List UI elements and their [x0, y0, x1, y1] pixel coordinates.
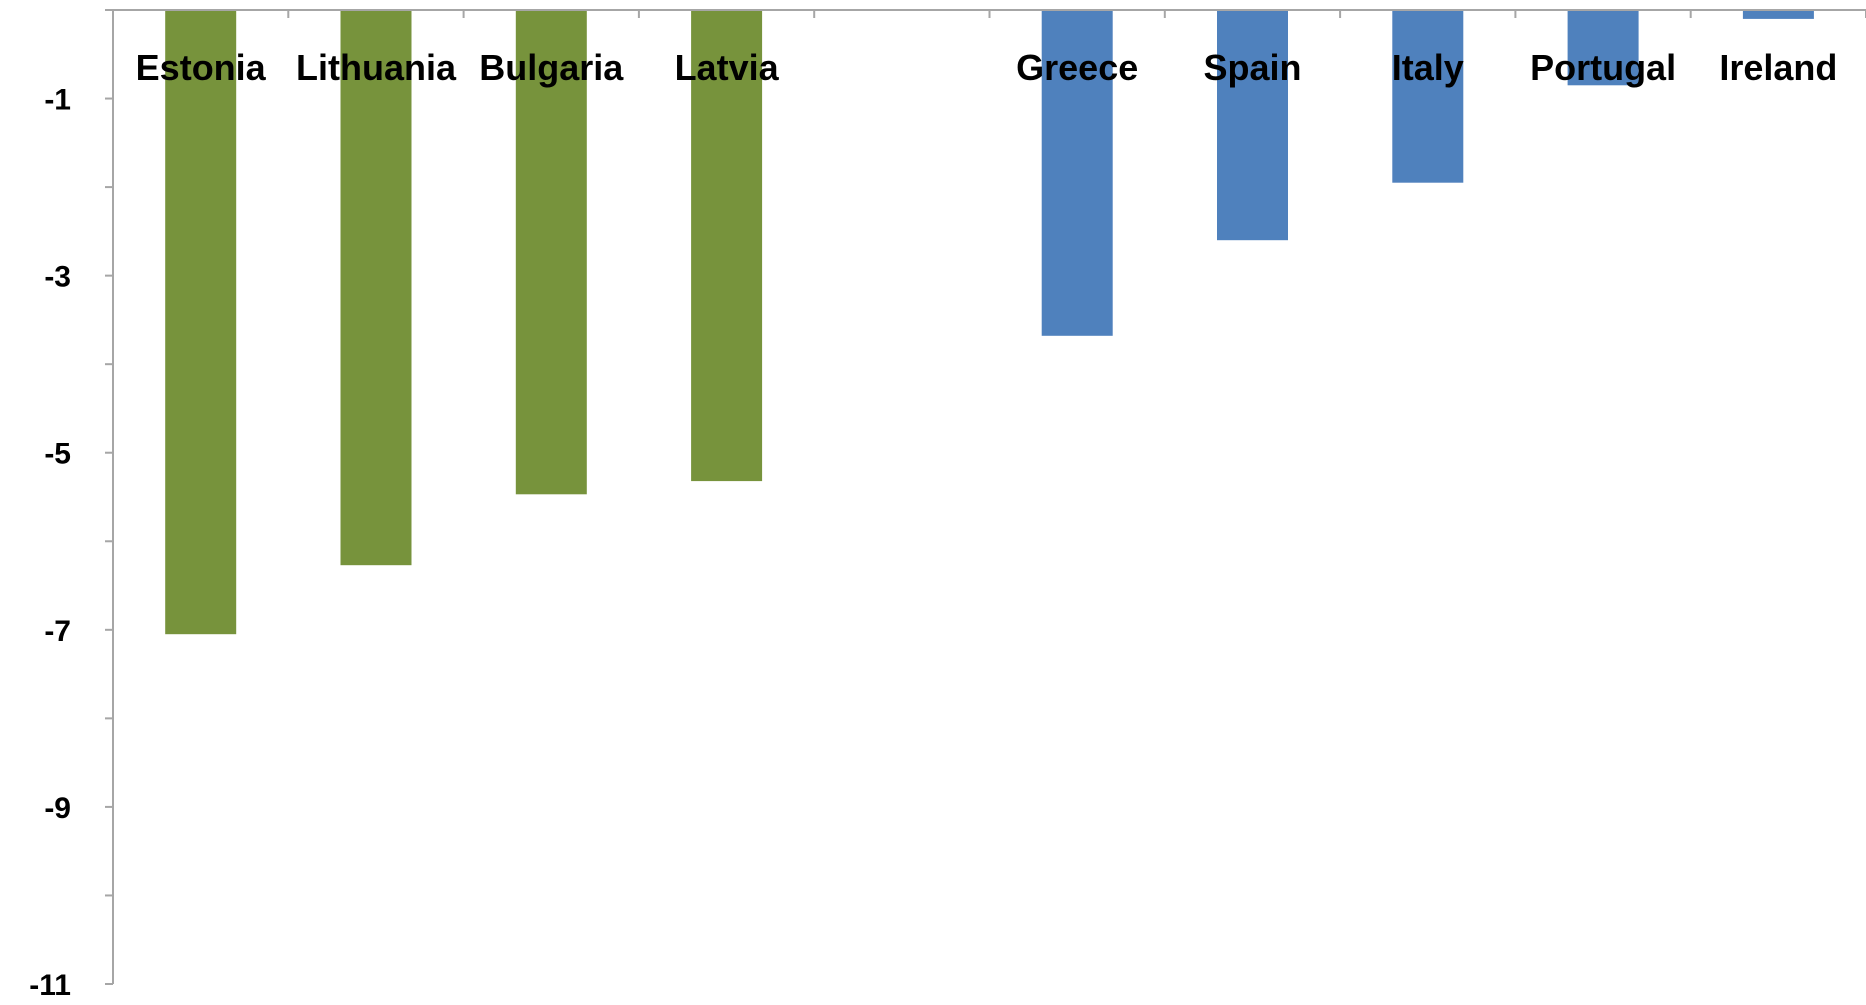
bar-latvia: [691, 10, 763, 482]
category-label-spain: Spain: [1203, 47, 1301, 88]
axes: [105, 9, 1866, 985]
category-label-ireland: Ireland: [1719, 47, 1837, 88]
bar-lithuania: [340, 10, 412, 566]
category-label-estonia: Estonia: [136, 47, 267, 88]
bar-greece: [1041, 10, 1113, 336]
category-label-greece: Greece: [1016, 47, 1138, 88]
category-label-latvia: Latvia: [675, 47, 780, 88]
bars-layer: [165, 10, 1814, 635]
category-labels: Estonia Lithuania Bulgaria Latvia Greece Spai…: [136, 47, 1838, 88]
bar-portugal: [1567, 10, 1639, 86]
bar-spain: [1217, 10, 1288, 241]
category-label-portugal: Portugal: [1530, 47, 1676, 88]
y-tick-label: -5: [44, 438, 71, 471]
y-tick-label: -1: [44, 84, 71, 117]
y-tick-labels: -1 -3 -5 -7 -9 -11: [29, 84, 71, 1002]
y-tick-label: -9: [44, 792, 71, 825]
bar-estonia: [165, 10, 237, 635]
bar-bulgaria: [515, 10, 587, 495]
category-label-bulgaria: Bulgaria: [479, 47, 624, 88]
y-tick-label: -11: [29, 969, 71, 1000]
bar-ireland: [1742, 10, 1814, 19]
bar-italy: [1392, 10, 1464, 183]
y-tick-label: -3: [44, 261, 71, 294]
y-tick-label: -7: [44, 615, 71, 648]
category-label-lithuania: Lithuania: [296, 47, 457, 88]
category-label-italy: Italy: [1392, 47, 1464, 88]
